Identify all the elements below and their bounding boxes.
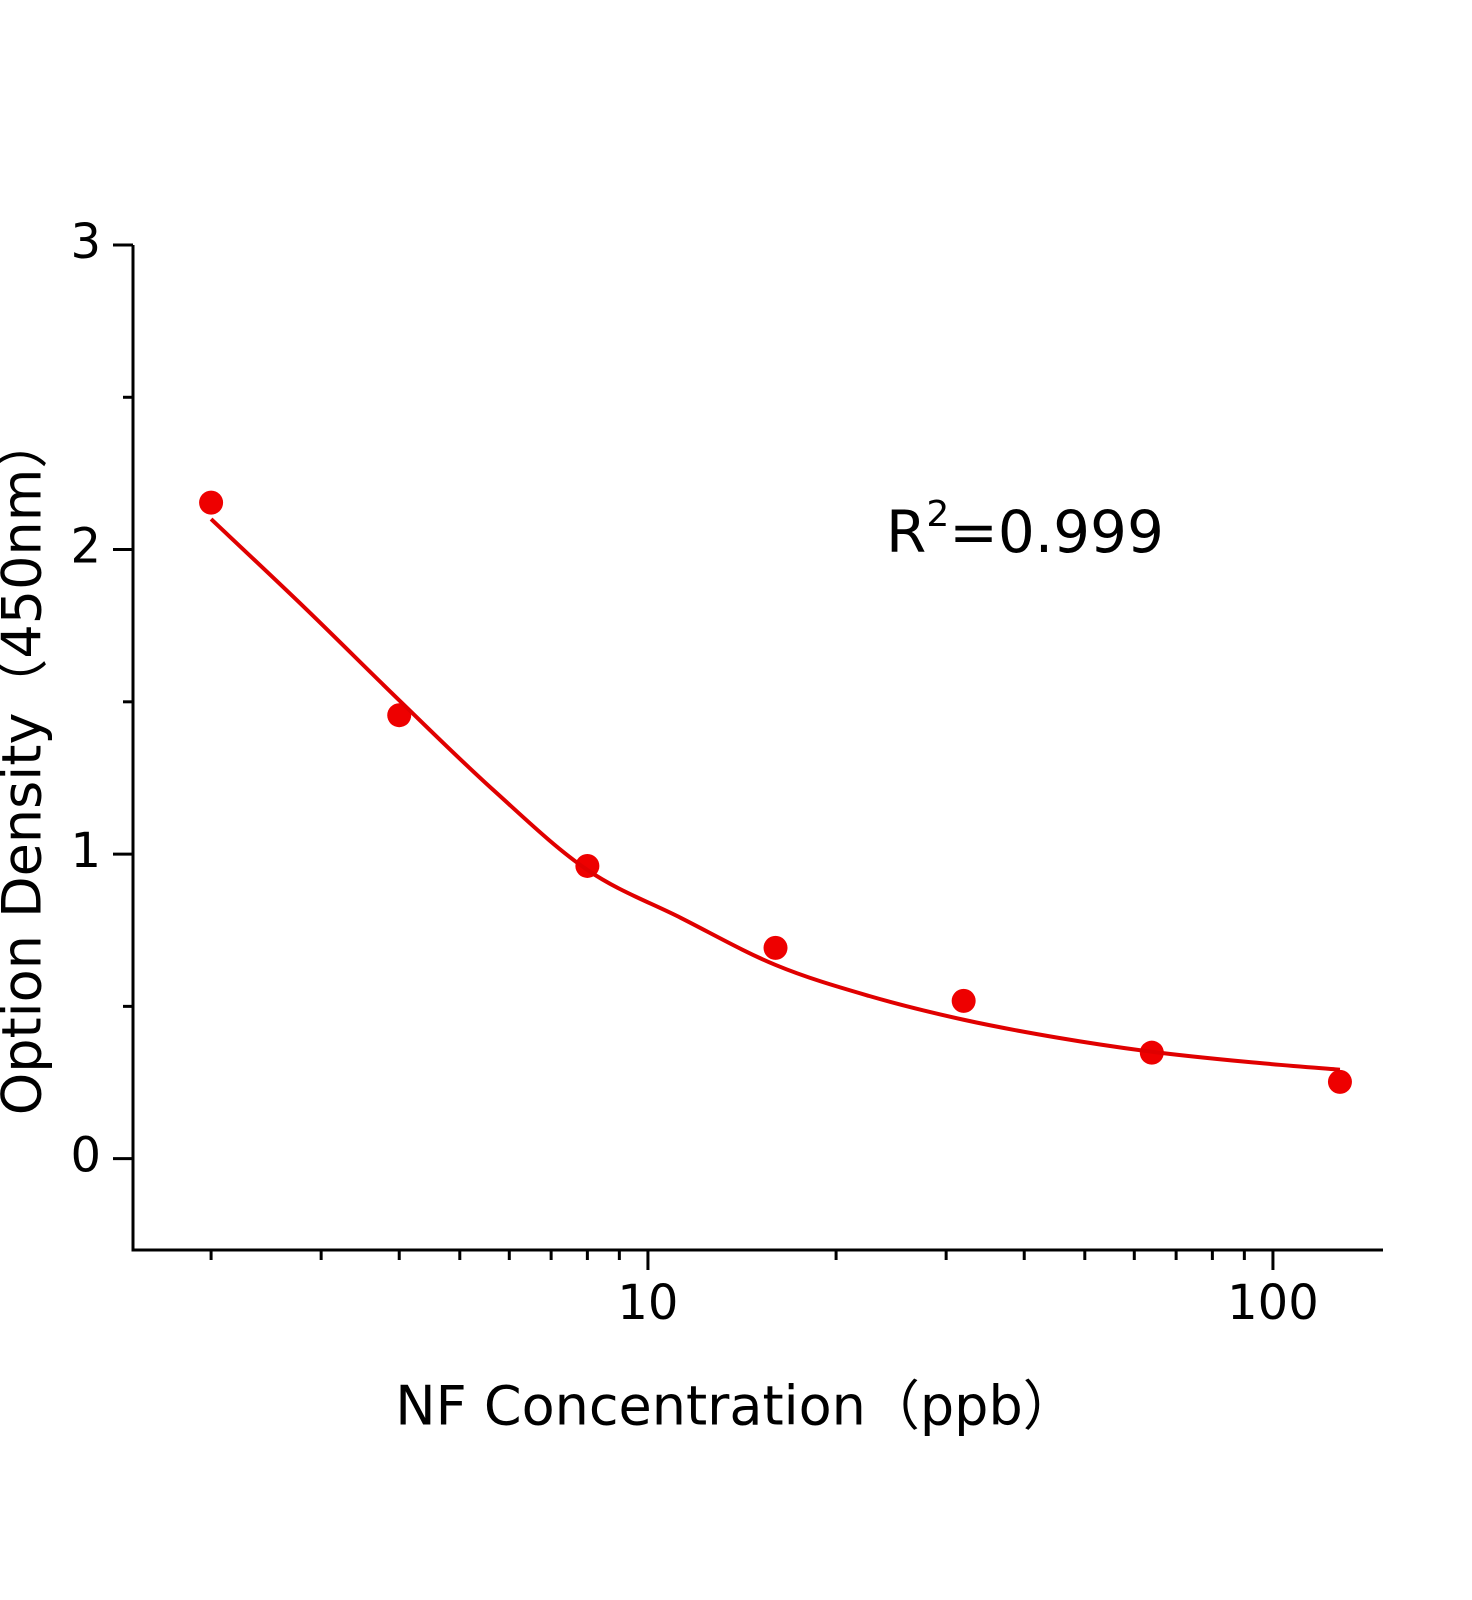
y-axis-label: Option Density（450nm） [0,415,54,1116]
annotation-sup: 2 [926,494,949,535]
y-tick-label: 3 [70,214,101,270]
y-tick-label: 1 [70,823,101,879]
data-point [1327,1069,1352,1094]
x-axis-label: NF Concentration（ppb） [395,1375,1076,1438]
data-point [951,988,976,1013]
y-tick-label: 0 [70,1128,101,1184]
data-point [199,490,224,515]
x-tick-label: 10 [617,1275,678,1331]
x-tick-label: 100 [1227,1275,1319,1331]
fit-curve [209,517,1341,1072]
y-tick-label: 2 [70,519,101,575]
annotation-base: R [886,498,926,566]
data-point [387,703,412,728]
data-point [763,935,788,960]
annotation-rest: =0.999 [949,498,1164,566]
annotation: R2=0.999 [886,494,1164,566]
